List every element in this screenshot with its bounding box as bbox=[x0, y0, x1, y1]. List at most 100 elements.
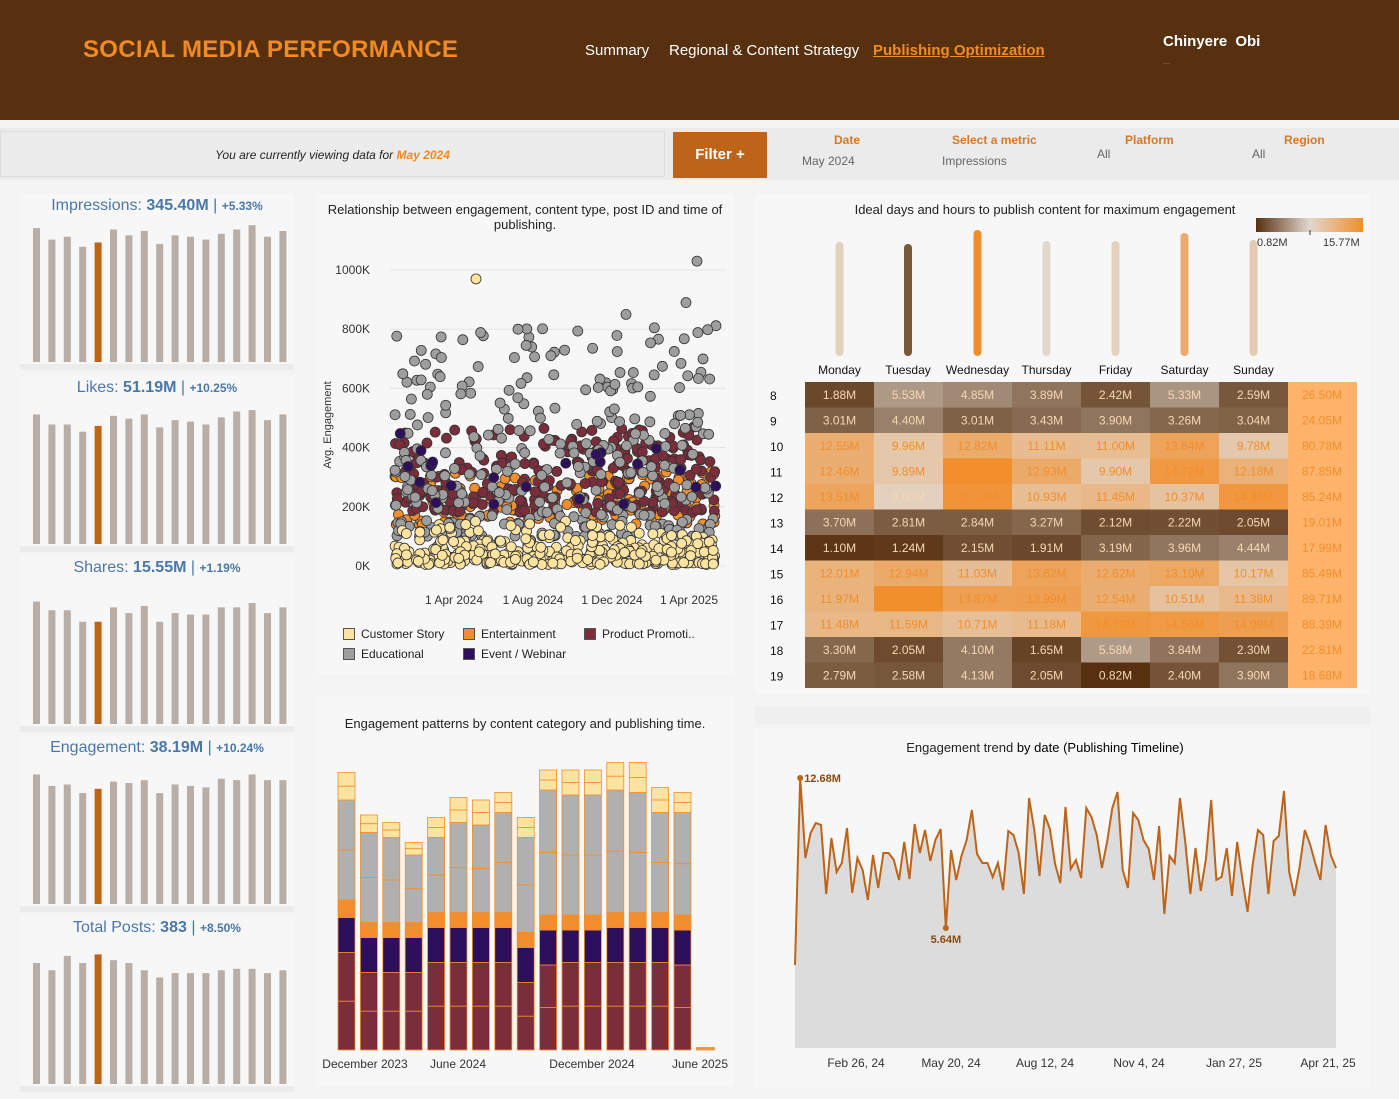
kpi-value: 383 bbox=[160, 919, 187, 936]
heatmap-cell bbox=[1219, 407, 1288, 433]
scatter-point bbox=[613, 476, 625, 488]
kpi-bar bbox=[156, 243, 164, 362]
heatmap-chart: 0.82M 15.77M Monday Tuesday Wednesday Thursda… bbox=[770, 218, 1363, 688]
scatter-point bbox=[420, 358, 431, 370]
stacked-segment bbox=[382, 822, 401, 831]
scatter-point bbox=[579, 478, 591, 489]
kpi-bar bbox=[110, 415, 117, 544]
kpi-bar bbox=[156, 621, 164, 724]
stacked-segment bbox=[651, 799, 670, 813]
scatter-point bbox=[606, 548, 618, 560]
heatmap-cell-value: 11.45M bbox=[1096, 490, 1135, 504]
heatmap-cell bbox=[1081, 535, 1150, 561]
nav-regional-content[interactable]: Regional & Content Strategy bbox=[669, 42, 860, 59]
scatter-point bbox=[519, 447, 531, 459]
heatmap-cell-value: 1.24M bbox=[892, 541, 925, 555]
stacked-segment bbox=[427, 912, 445, 928]
scatter-point bbox=[709, 466, 721, 478]
scatter-point bbox=[590, 449, 602, 460]
stacked-segment bbox=[427, 962, 445, 1007]
stacked-segment bbox=[382, 1010, 401, 1051]
hour-label: 10 bbox=[770, 440, 784, 454]
heatmap-cell-value: 12.94M bbox=[888, 567, 928, 581]
kpi-separator: | bbox=[190, 559, 196, 576]
stacked-segment bbox=[404, 922, 423, 938]
scatter-point bbox=[592, 498, 604, 509]
filter-date-label: Date bbox=[834, 133, 861, 147]
scatter-point bbox=[595, 468, 607, 480]
kpi-card[interactable]: Engagement: 38.19M | +10.24% bbox=[20, 736, 294, 912]
scatter-point bbox=[680, 297, 692, 308]
kpi-bar bbox=[33, 963, 40, 1084]
trend-title: Engagement trend by date (Publishing Tim… bbox=[755, 740, 1335, 755]
day-label: Sunday bbox=[1233, 363, 1274, 377]
stacked-segment bbox=[337, 917, 356, 953]
scatter-point bbox=[468, 431, 480, 443]
scatter-point bbox=[470, 273, 482, 285]
stacked-segment bbox=[516, 947, 535, 983]
scatter-point bbox=[645, 461, 657, 472]
filter-region-value[interactable]: All bbox=[1252, 147, 1266, 161]
kpi-bar bbox=[125, 235, 133, 362]
kpi-card[interactable]: Total Posts: 383 | +8.50% bbox=[20, 916, 294, 1092]
trend-max-label: 12.68M bbox=[804, 773, 841, 785]
scatter-point bbox=[539, 481, 551, 493]
nav-publishing-optimization[interactable]: Publishing Optimization bbox=[873, 42, 1045, 59]
scatter-point bbox=[681, 479, 693, 491]
stacked-segment bbox=[337, 952, 356, 1002]
heatmap-cell bbox=[1081, 484, 1150, 510]
heatmap-cell-value: 3.01M bbox=[823, 414, 856, 428]
kpi-bar bbox=[140, 414, 148, 544]
filter-metric-value[interactable]: Impressions bbox=[942, 154, 1007, 168]
heatmap-cell bbox=[943, 586, 1012, 612]
scatter-point bbox=[614, 456, 626, 468]
stacked-segment bbox=[651, 962, 670, 1007]
heatmap-cell bbox=[874, 458, 943, 484]
scatter-point bbox=[614, 416, 625, 427]
legend-item[interactable]: Customer Story bbox=[343, 627, 444, 641]
legend-item[interactable]: Entertainment bbox=[463, 627, 556, 641]
heatmap-cell bbox=[1081, 662, 1150, 688]
kpi-bar bbox=[156, 427, 164, 544]
scatter-point bbox=[472, 525, 484, 537]
kpi-bar bbox=[171, 420, 179, 544]
scatter-point bbox=[449, 424, 461, 436]
kpi-bar bbox=[233, 607, 241, 724]
stacked-segment bbox=[516, 982, 535, 1017]
viewing-prefix: You are currently viewing data for bbox=[215, 148, 394, 162]
scatter-point bbox=[691, 255, 703, 267]
legend-item[interactable]: Event / Webinar bbox=[463, 647, 566, 661]
heatmap-cell-value: 10.17M bbox=[1233, 567, 1273, 581]
stacked-segment bbox=[673, 914, 692, 931]
filter-date-value[interactable]: May 2024 bbox=[802, 154, 855, 168]
scatter-point bbox=[414, 476, 426, 488]
kpi-change: +8.50% bbox=[199, 921, 241, 935]
heatmap-cell bbox=[1081, 586, 1150, 612]
scatter-point bbox=[644, 390, 656, 402]
scatter-point bbox=[697, 353, 709, 365]
scatter-point bbox=[455, 388, 467, 400]
heatmap-cell-value: 11.18M bbox=[1027, 618, 1066, 632]
kpi-bar bbox=[156, 793, 164, 904]
kpi-card[interactable]: Shares: 15.55M | +1.19% bbox=[20, 556, 294, 732]
stacked-segment bbox=[427, 817, 445, 828]
heatmap-cell-value: 2.15M bbox=[961, 541, 994, 555]
kpi-change: +10.24% bbox=[216, 741, 264, 755]
heatmap-cell-value: 2.22M bbox=[1168, 516, 1201, 530]
kpi-card[interactable]: Likes: 51.19M | +10.25% bbox=[20, 376, 294, 552]
scatter-point bbox=[648, 369, 660, 381]
nav-summary[interactable]: Summary bbox=[585, 42, 650, 59]
heatmap-cell bbox=[874, 611, 943, 637]
legend-item[interactable]: Product Promoti.. bbox=[584, 627, 695, 641]
heatmap-cell-value: 10.93M bbox=[1026, 490, 1066, 504]
filter-button[interactable]: Filter + bbox=[673, 132, 767, 178]
kpi-card[interactable]: Impressions: 345.40M | +5.33% bbox=[20, 194, 294, 370]
legend-item[interactable]: Educational bbox=[343, 647, 424, 661]
scatter-point bbox=[436, 352, 447, 363]
stacked-x-tick: June 2025 bbox=[672, 1057, 728, 1071]
filter-platform-value[interactable]: All bbox=[1097, 147, 1111, 161]
scatter-point bbox=[440, 399, 452, 411]
stacked-segment bbox=[539, 1007, 558, 1051]
heatmap-cell-value: 15.70M bbox=[888, 592, 928, 606]
stacked-segment bbox=[427, 874, 445, 913]
